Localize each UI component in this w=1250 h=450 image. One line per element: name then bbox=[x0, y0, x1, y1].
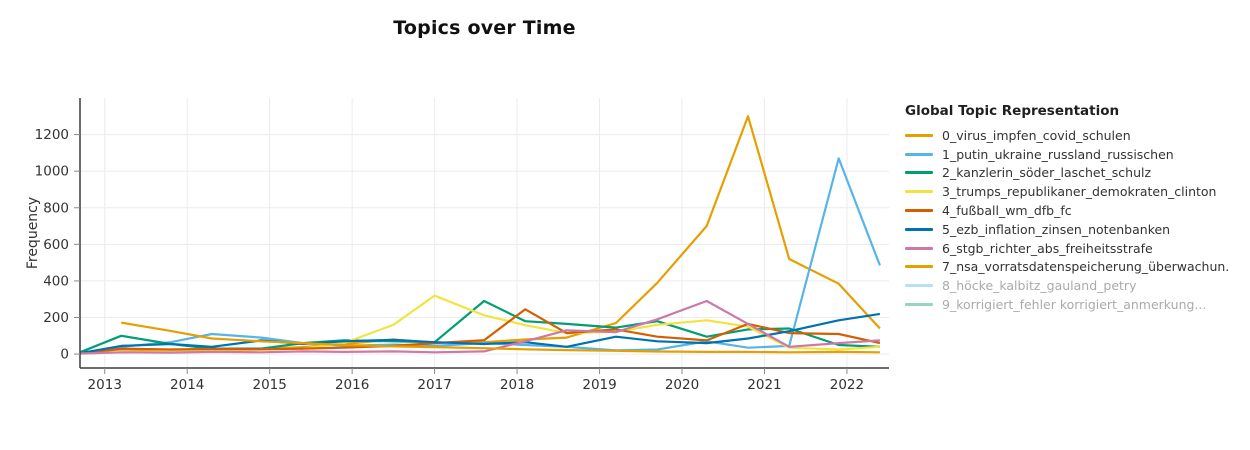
x-tick-label: 2019 bbox=[582, 377, 616, 393]
x-tick-label: 2014 bbox=[170, 377, 204, 393]
series-line-5 bbox=[79, 312, 881, 355]
series-line-7 bbox=[121, 321, 880, 354]
legend-item-1[interactable]: 1_putin_ukraine_russland_russischen bbox=[905, 145, 1229, 164]
legend-item-3[interactable]: 3_trumps_republikaner_demokraten_clinton bbox=[905, 182, 1229, 201]
legend-item-9[interactable]: 9_korrigiert_fehler korrigiert_anmerkung… bbox=[905, 295, 1229, 314]
x-tick-label: 2013 bbox=[88, 377, 122, 393]
y-tick-label: 1200 bbox=[35, 127, 69, 143]
x-tick-label: 2022 bbox=[830, 377, 864, 393]
x-tick-label: 2021 bbox=[747, 377, 781, 393]
y-tick-label: 200 bbox=[43, 310, 69, 326]
legend-item-label: 6_stgb_richter_abs_freiheitsstrafe bbox=[942, 240, 1153, 256]
y-axis-title: Frequency bbox=[25, 196, 41, 270]
legend-item-label: 4_fußball_wm_dfb_fc bbox=[942, 203, 1072, 219]
legend-swatch-line bbox=[905, 190, 933, 194]
y-tick-label: 800 bbox=[43, 200, 69, 216]
y-tick-label: 0 bbox=[60, 347, 69, 363]
series-line-1 bbox=[79, 157, 881, 355]
legend-item-label: 8_höcke_kalbitz_gauland_petry bbox=[942, 278, 1137, 294]
legend-title: Global Topic Representation bbox=[905, 103, 1120, 119]
legend-swatch-line bbox=[905, 246, 933, 250]
legend-item-0[interactable]: 0_virus_impfen_covid_schulen bbox=[905, 126, 1229, 145]
legend-swatch-line bbox=[905, 265, 933, 269]
legend-swatch-line bbox=[905, 303, 933, 307]
legend-item-label: 7_nsa_vorratsdatenspeicherung_überwachun… bbox=[942, 259, 1230, 275]
legend-item-7[interactable]: 7_nsa_vorratsdatenspeicherung_überwachun… bbox=[905, 258, 1229, 277]
legend-swatch-line bbox=[905, 284, 933, 288]
x-tick-label: 2017 bbox=[417, 377, 451, 393]
legend: Global Topic Representation 0_virus_impf… bbox=[905, 103, 1229, 314]
legend-swatch-line bbox=[905, 152, 933, 156]
legend-item-4[interactable]: 4_fußball_wm_dfb_fc bbox=[905, 201, 1229, 220]
legend-items: 0_virus_impfen_covid_schulen 1_putin_ukra… bbox=[905, 126, 1229, 314]
legend-item-2[interactable]: 2_kanzlerin_söder_laschet_schulz bbox=[905, 164, 1229, 183]
legend-swatch-line bbox=[905, 227, 933, 231]
legend-item-label: 1_putin_ukraine_russland_russischen bbox=[942, 146, 1174, 162]
y-tick-label: 600 bbox=[43, 237, 69, 253]
legend-item-label: 3_trumps_republikaner_demokraten_clinton bbox=[942, 184, 1217, 200]
legend-item-label: 9_korrigiert_fehler korrigiert_anmerkung… bbox=[942, 297, 1207, 313]
legend-swatch-line bbox=[905, 209, 933, 213]
series-line-0 bbox=[79, 115, 881, 354]
legend-item-8[interactable]: 8_höcke_kalbitz_gauland_petry bbox=[905, 276, 1229, 295]
x-tick-label: 2018 bbox=[500, 377, 534, 393]
legend-item-label: 0_virus_impfen_covid_schulen bbox=[942, 127, 1131, 143]
series-line-3 bbox=[79, 294, 880, 355]
legend-item-label: 5_ezb_inflation_zinsen_notenbanken bbox=[942, 221, 1171, 237]
series-line-6 bbox=[79, 299, 880, 355]
legend-item-5[interactable]: 5_ezb_inflation_zinsen_notenbanken bbox=[905, 220, 1229, 239]
legend-item-6[interactable]: 6_stgb_richter_abs_freiheitsstrafe bbox=[905, 239, 1229, 258]
x-tick-label: 2020 bbox=[665, 377, 699, 393]
legend-swatch-line bbox=[905, 171, 933, 175]
legend-swatch-line bbox=[905, 133, 933, 137]
x-tick-label: 2015 bbox=[252, 377, 286, 393]
y-tick-label: 1000 bbox=[35, 164, 69, 180]
y-tick-label: 400 bbox=[43, 273, 69, 289]
x-tick-label: 2016 bbox=[335, 377, 369, 393]
chart-title: Topics over Time bbox=[393, 17, 576, 39]
legend-item-label: 2_kanzlerin_söder_laschet_schulz bbox=[942, 165, 1152, 181]
